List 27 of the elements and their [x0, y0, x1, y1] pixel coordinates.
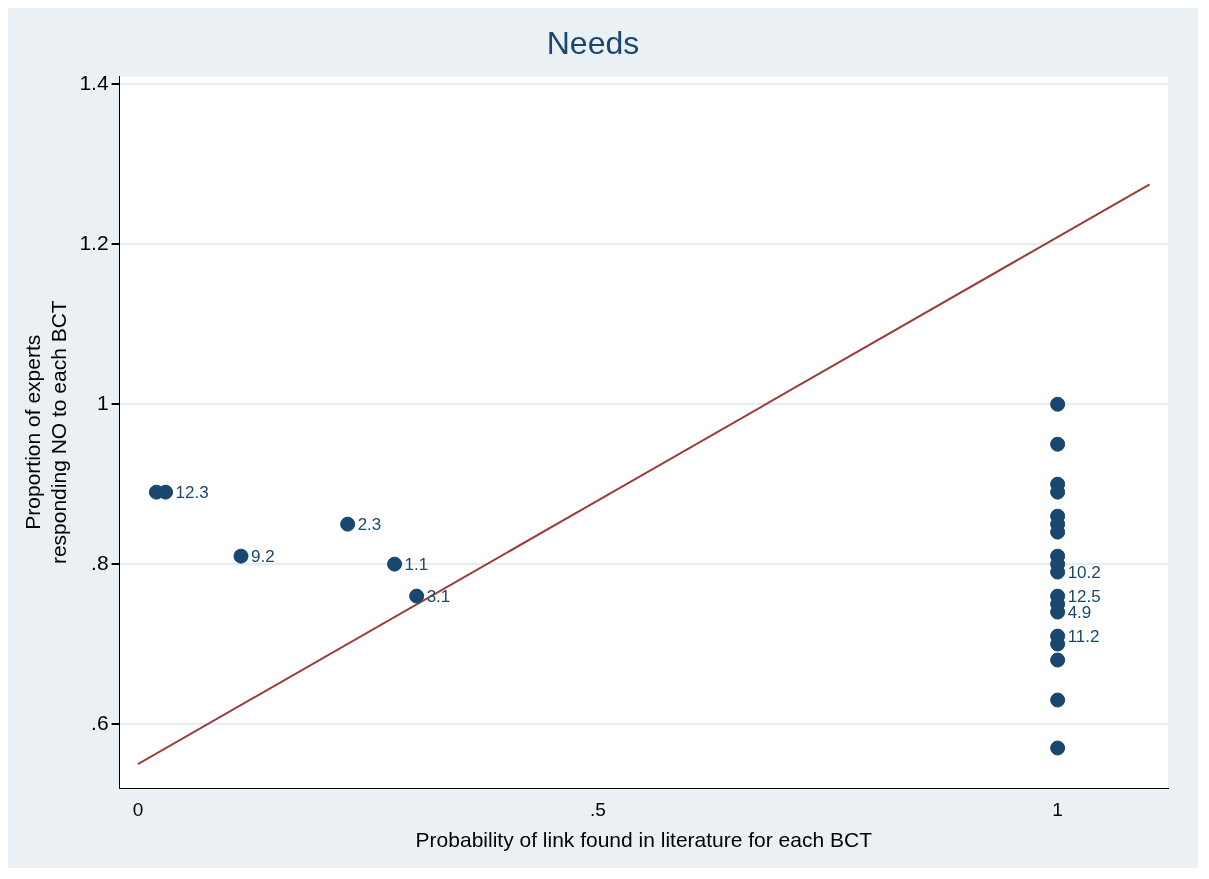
x-tick-label: 1 — [1052, 798, 1063, 820]
y-tick-label: .8 — [91, 550, 109, 574]
annotation: 1.1 — [404, 554, 429, 574]
x-axis-title: Probability of link found in literature for each BCT — [415, 828, 873, 852]
y-axis-title: Proportion of experts responding NO to each BCT — [21, 300, 70, 565]
point — [1050, 436, 1066, 452]
point — [409, 588, 425, 604]
x-tick-label: 0 — [132, 798, 144, 820]
y-tick-label: 1 — [96, 391, 109, 415]
x-tick-label: .5 — [589, 798, 606, 820]
annotation: 9.2 — [250, 546, 275, 566]
annotation: 2.3 — [357, 514, 382, 534]
chart-title: Needs — [546, 25, 640, 62]
y-tick-label: 1.2 — [79, 231, 109, 255]
y-tick-label: .6 — [91, 710, 109, 734]
annotation: 12.3 — [175, 482, 209, 502]
point — [1050, 396, 1066, 412]
point — [340, 516, 356, 532]
point — [1050, 692, 1066, 708]
point — [1050, 740, 1066, 756]
y-tick-label: 1.4 — [79, 71, 109, 95]
annotation: 10.2 — [1067, 562, 1101, 582]
point — [233, 548, 249, 564]
annotation: 3.1 — [426, 586, 451, 606]
point — [1050, 652, 1066, 668]
point — [387, 556, 403, 572]
annotation: 11.2 — [1067, 626, 1100, 646]
